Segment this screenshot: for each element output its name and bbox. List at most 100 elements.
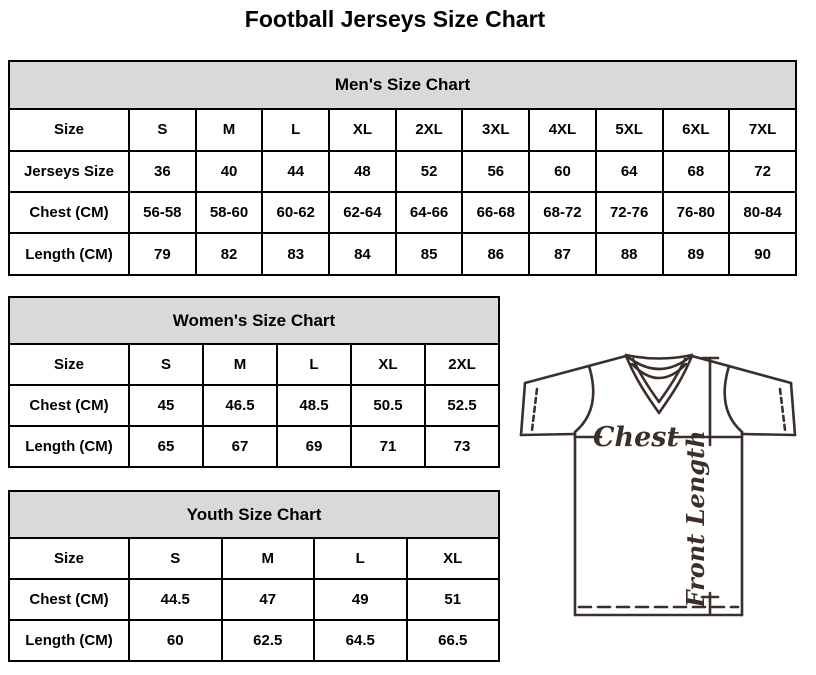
value-cell: 56-58: [128, 190, 197, 235]
value-cell: 67: [202, 425, 278, 468]
value-cell: 45: [128, 384, 204, 428]
value-cell: 46.5: [202, 384, 278, 428]
collar-top-line: [624, 353, 694, 360]
value-cell: 5XL: [594, 108, 664, 152]
value-cell: 79: [128, 232, 197, 276]
value-cell: L: [313, 537, 408, 581]
youth-table: Youth Size Chart Size S M L XL Chest (CM) 44.5 4…: [8, 489, 500, 662]
value-cell: 44: [261, 149, 331, 194]
value-cell: 62-64: [328, 190, 397, 235]
value-cell: 66.5: [405, 619, 500, 662]
value-cell: 72-76: [594, 190, 664, 235]
value-cell: 82: [194, 232, 264, 276]
value-cell: 87: [528, 232, 597, 276]
table-row: Jerseys Size 36 40 44 48 52 56 60 64 68 72: [8, 149, 797, 194]
table-row: Chest (CM) 45 46.5 48.5 50.5 52.5: [8, 384, 500, 428]
row-label-cell: Size: [8, 343, 130, 387]
value-cell: S: [128, 108, 197, 152]
youth-size-table: Youth Size Chart Size S M L XL Chest (CM) 44.5 4…: [8, 489, 500, 662]
page-title: Football Jerseys Size Chart: [244, 6, 546, 32]
value-cell: 50.5: [350, 384, 426, 428]
front-length-label: Front Length: [681, 430, 710, 608]
value-cell: 6XL: [661, 108, 731, 152]
left-armhole-seam: [573, 364, 595, 434]
value-cell: XL: [405, 537, 500, 581]
collar-v-outer: [624, 354, 694, 415]
value-cell: 90: [728, 232, 797, 276]
row-label-cell: Size: [8, 108, 130, 152]
value-cell: 51: [405, 578, 500, 622]
value-cell: 60-62: [261, 190, 331, 235]
table-row: Size S M L XL 2XL: [8, 343, 500, 387]
value-cell: L: [276, 343, 352, 387]
chest-label: Chest: [593, 422, 679, 453]
value-cell: 88: [594, 232, 664, 276]
table-title: Women's Size Chart: [8, 295, 500, 346]
value-cell: 64.5: [313, 619, 408, 662]
table-title: Youth Size Chart: [8, 489, 500, 540]
row-label-cell: Size: [8, 537, 130, 581]
value-cell: 71: [350, 425, 426, 468]
right-sleeve-bottom: [740, 432, 797, 437]
value-cell: 68: [661, 149, 731, 194]
womens-table: Women's Size Chart Size S M L XL 2XL Chest (CM)…: [8, 295, 500, 468]
value-cell: 3XL: [461, 108, 531, 152]
left-sleeve-bottom: [519, 432, 577, 437]
right-armhole-seam: [723, 364, 744, 434]
value-cell: M: [202, 343, 278, 387]
table-row: Size S M L XL: [8, 537, 500, 581]
row-label-cell: Chest (CM): [8, 578, 130, 622]
value-cell: 66-68: [461, 190, 531, 235]
value-cell: L: [261, 108, 331, 152]
value-cell: 73: [424, 425, 500, 468]
value-cell: 86: [461, 232, 531, 276]
left-cuff-dashed-line: [530, 387, 539, 432]
value-cell: 83: [261, 232, 331, 276]
value-cell: M: [194, 108, 264, 152]
table-row: Length (CM) 65 67 69 71 73: [8, 425, 500, 468]
value-cell: 4XL: [528, 108, 597, 152]
womens-size-table: Women's Size Chart Size S M L XL 2XL Chest (CM)…: [8, 295, 500, 468]
jersey-measurement-diagram: Chest Front Length: [519, 353, 797, 617]
value-cell: 56: [461, 149, 531, 194]
value-cell: 52: [394, 149, 464, 194]
value-cell: 52.5: [424, 384, 500, 428]
value-cell: 76-80: [661, 190, 731, 235]
table-row: Length (CM) 60 62.5 64.5 66.5: [8, 619, 500, 662]
right-shoulder-line: [690, 354, 793, 385]
left-sleeve-outer: [519, 381, 527, 437]
value-cell: 7XL: [728, 108, 797, 152]
table-row: Size S M L XL 2XL 3XL 4XL 5XL 6XL 7XL: [8, 108, 797, 152]
value-cell: 48: [328, 149, 397, 194]
row-label-cell: Length (CM): [8, 425, 130, 468]
collar-v-inner: [631, 357, 687, 404]
value-cell: 40: [194, 149, 264, 194]
value-cell: 64: [594, 149, 664, 194]
value-cell: 60: [528, 149, 597, 194]
value-cell: 60: [128, 619, 223, 662]
value-cell: 72: [728, 149, 797, 194]
table-title: Men's Size Chart: [8, 59, 797, 111]
row-label-cell: Chest (CM): [8, 384, 130, 428]
row-label-cell: Jerseys Size: [8, 149, 130, 194]
table-row: Chest (CM) 44.5 47 49 51: [8, 578, 500, 622]
value-cell: XL: [328, 108, 397, 152]
value-cell: 85: [394, 232, 464, 276]
right-cuff-dashed-line: [778, 387, 787, 432]
value-cell: 2XL: [394, 108, 464, 152]
value-cell: 36: [128, 149, 197, 194]
value-cell: 47: [220, 578, 315, 622]
value-cell: 64-66: [394, 190, 464, 235]
left-shoulder-line: [523, 354, 628, 385]
mens-table: Men's Size Chart Size S M L XL 2XL 3XL 4XL 5XL 6XL…: [8, 59, 797, 276]
mens-size-table: Men's Size Chart Size S M L XL 2XL 3XL 4XL 5XL 6XL…: [8, 59, 797, 276]
table-row: Chest (CM) 56-58 58-60 60-62 62-64 64-66 66-68…: [8, 190, 797, 235]
value-cell: S: [128, 537, 223, 581]
value-cell: 89: [661, 232, 731, 276]
value-cell: 44.5: [128, 578, 223, 622]
value-cell: 80-84: [728, 190, 797, 235]
value-cell: 48.5: [276, 384, 352, 428]
value-cell: 62.5: [220, 619, 315, 662]
value-cell: 65: [128, 425, 204, 468]
